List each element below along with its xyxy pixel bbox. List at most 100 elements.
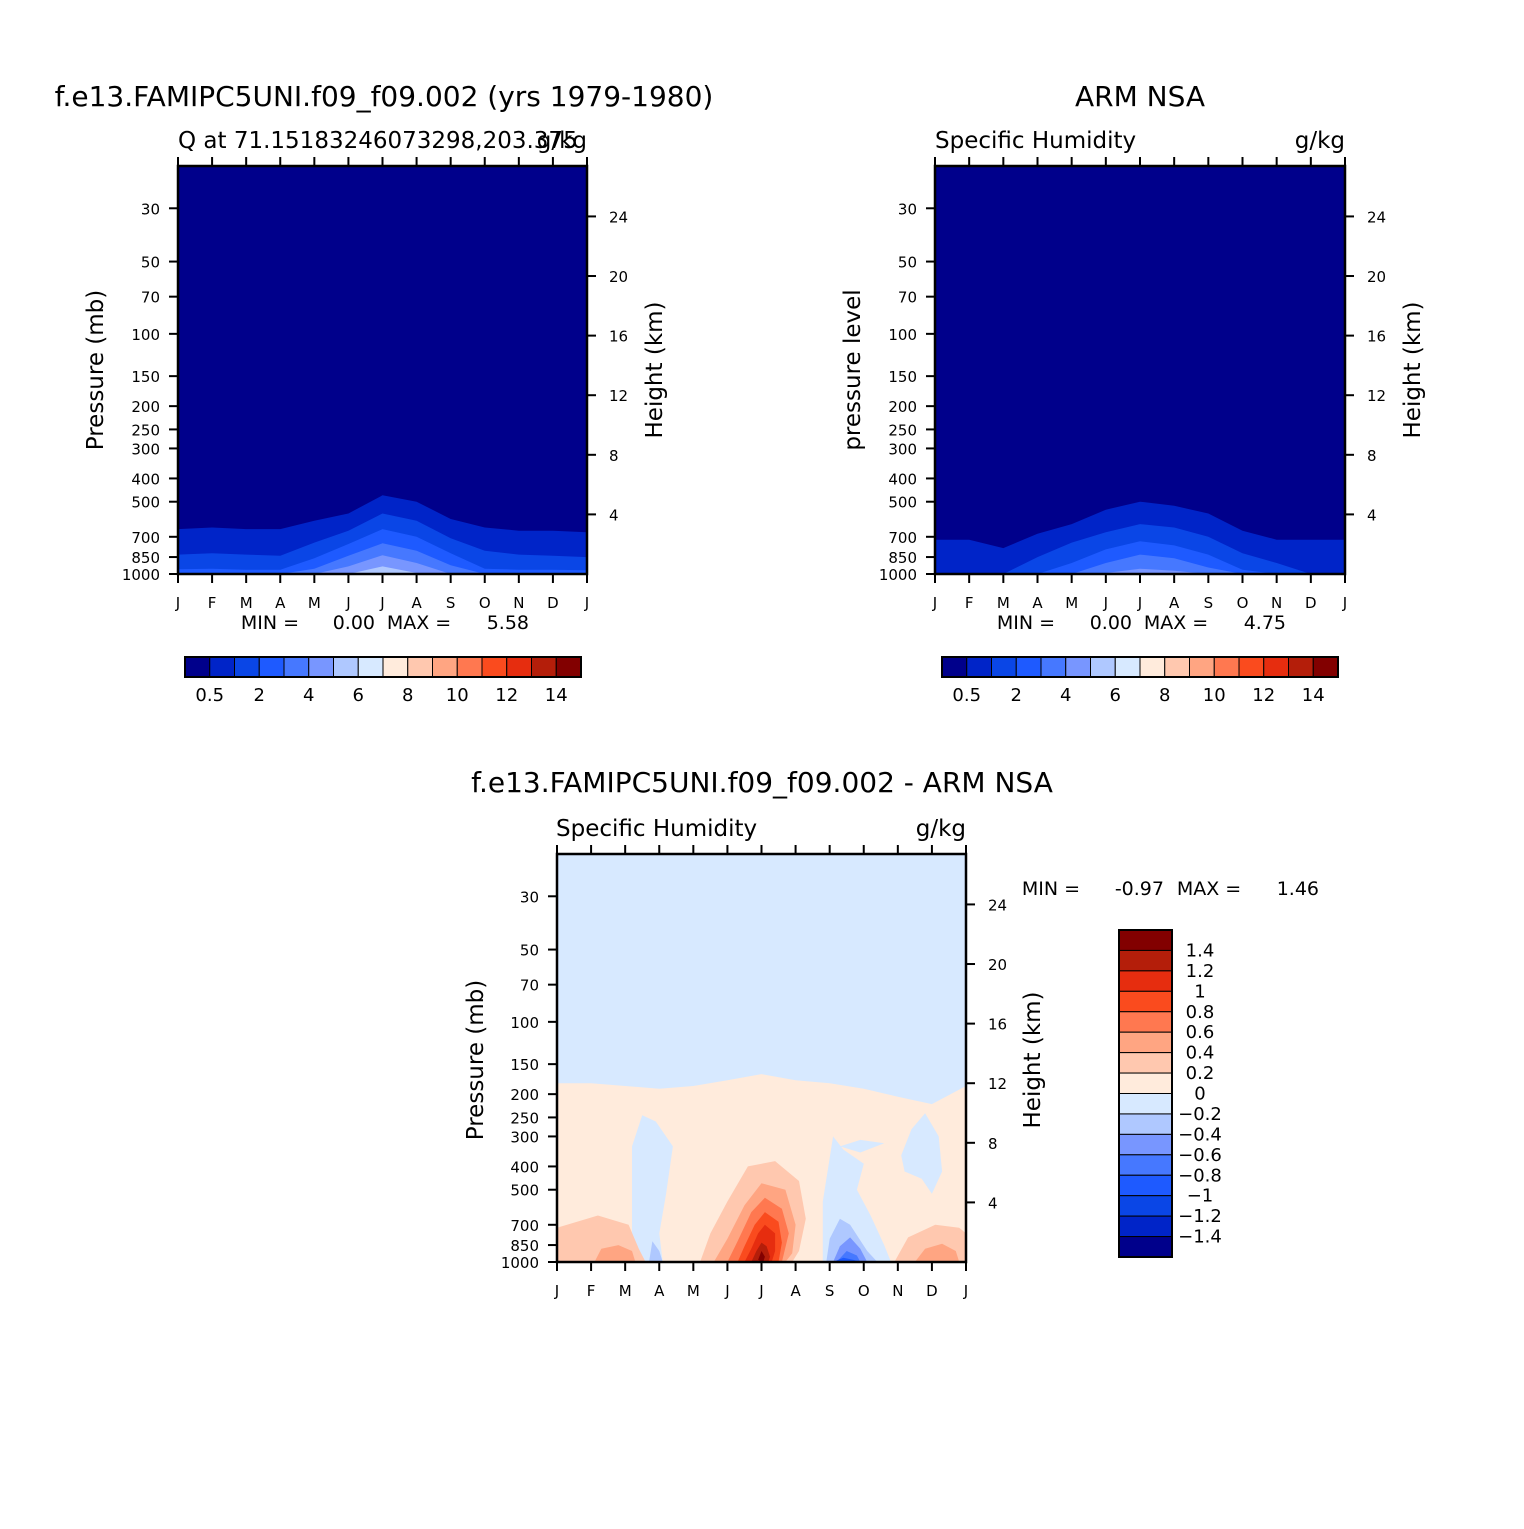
panel-obs-ytick-label: 400 xyxy=(888,470,917,488)
panel-diff-colorbar-label: 1.4 xyxy=(1186,940,1215,961)
panel-model-subtitle-right: g/kg xyxy=(537,128,587,154)
panel-obs-height-tick-label: 4 xyxy=(1367,506,1377,524)
panel-obs-subtitle-right: g/kg xyxy=(1295,128,1345,154)
panel-obs-height-tick-label: 8 xyxy=(1367,447,1377,465)
panel-diff-xtick-label: S xyxy=(825,1282,835,1300)
panel-obs-xtick-label: O xyxy=(1237,594,1249,612)
panel-diff-colorbar-label: −1 xyxy=(1187,1186,1214,1207)
panel-obs-height-tick-label: 20 xyxy=(1367,268,1386,286)
panel-diff-field-pos-jul-14 xyxy=(758,1251,765,1262)
panel-obs-ytick-label: 700 xyxy=(888,529,917,547)
panel-diff-colorbar: 1.41.210.80.60.40.20−0.2−0.4−0.6−0.8−1−1… xyxy=(1118,929,1222,1258)
panel-diff-ytick-label: 150 xyxy=(510,1056,539,1074)
panel-diff-height-tick-label: 12 xyxy=(988,1075,1007,1093)
panel-model-min-label: MIN = xyxy=(241,612,299,634)
panel-diff-xtick-label: A xyxy=(654,1282,665,1300)
panel-diff-xtick-label: D xyxy=(926,1282,938,1300)
panel-diff-ytick-label: 850 xyxy=(510,1237,539,1255)
panel-diff-xtick-label: N xyxy=(892,1282,903,1300)
panel-diff-field-neg-sep-06 xyxy=(833,1237,868,1262)
panel-diff-field-neg-plume-apr xyxy=(632,1115,673,1262)
panel-model-ytick-label: 30 xyxy=(141,200,160,218)
panel-diff-colorbar-box xyxy=(1118,1195,1173,1217)
panel-model-height-tick-label: 16 xyxy=(609,328,628,346)
panel-model-colorbar-box xyxy=(283,656,310,678)
panel-diff-ytick-label: 200 xyxy=(510,1086,539,1104)
panel-model-colorbar-label: 14 xyxy=(545,685,568,706)
panel-model-xtick-label: N xyxy=(513,594,524,612)
panel-diff-max-label: MAX = xyxy=(1177,878,1241,900)
panel-obs-ylabel: pressure level xyxy=(840,289,866,450)
panel-obs-ytick-label: 100 xyxy=(888,326,917,344)
panel-diff-colorbar-label: 1 xyxy=(1194,981,1205,1002)
panel-diff-colorbar-box xyxy=(1118,1113,1173,1135)
panel-model-max-value: 5.58 xyxy=(487,612,529,634)
panel-model-colorbar-label: 2 xyxy=(254,685,265,706)
panel-obs-colorbar-box xyxy=(1288,656,1314,678)
panel-diff-colorbar-box xyxy=(1118,1215,1173,1238)
panel-diff-colorbar-label: 1.2 xyxy=(1186,961,1215,982)
panel-model-colorbar-box xyxy=(555,656,582,678)
panel-model-height-tick-label: 24 xyxy=(609,208,628,226)
panel-model-colorbar-box xyxy=(184,656,211,678)
panel-model-colorbar-label: 8 xyxy=(402,685,413,706)
panel-diff-ylabel-right: Height (km) xyxy=(1020,991,1046,1128)
panel-obs-xtick-label: J xyxy=(1137,594,1142,612)
panel-obs-colorbar-box xyxy=(1263,656,1289,678)
panel-model-ytick-label: 100 xyxy=(131,326,160,344)
panel-obs-ylabel-right: Height (km) xyxy=(1400,301,1426,438)
panel-diff-ylabel: Pressure (mb) xyxy=(463,980,489,1140)
panel-diff-colorbar-box xyxy=(1118,1154,1173,1176)
panel-obs-xtick-label: N xyxy=(1271,594,1282,612)
panel-model-ytick-label: 500 xyxy=(131,494,160,512)
panel-model-colorbar-box xyxy=(506,656,532,678)
panel-model-ytick-label: 70 xyxy=(141,289,160,307)
panel-diff-colorbar-label: 0.8 xyxy=(1186,1002,1215,1023)
panel-diff-height-tick-label: 24 xyxy=(988,896,1007,914)
panel-diff-height-tick-label: 20 xyxy=(988,956,1007,974)
panel-model-xtick-label: A xyxy=(411,594,422,612)
panel-diff-field-neg-apr-low xyxy=(649,1241,663,1262)
panel-diff-colorbar-box xyxy=(1118,949,1173,972)
panel-obs-colorbar-box xyxy=(1139,656,1166,678)
panel-diff-colorbar-label: 0 xyxy=(1194,1084,1205,1105)
panel-obs-ytick-label: 150 xyxy=(888,368,917,386)
panel-diff-xtick-label: O xyxy=(858,1282,870,1300)
panel-obs-xtick-label: A xyxy=(1169,594,1180,612)
panel-diff-colorbar-label: −0.6 xyxy=(1178,1145,1222,1166)
panel-diff-colorbar-label: −0.4 xyxy=(1178,1124,1222,1145)
panel-obs-colorbar-box xyxy=(1114,656,1141,678)
panel-obs-ytick-label: 850 xyxy=(888,549,917,567)
panel-model-xtick-label: J xyxy=(584,594,589,612)
panel-obs-height-tick-label: 24 xyxy=(1367,208,1386,226)
panel-model-colorbar-box xyxy=(258,656,285,678)
panel-diff-height-tick-label: 4 xyxy=(988,1194,998,1212)
panel-diff-colorbar-label: −0.8 xyxy=(1178,1165,1222,1186)
panel-model-colorbar-box xyxy=(432,656,458,678)
panel-diff-colorbar-label: 0.6 xyxy=(1186,1022,1215,1043)
panel-diff-xtick-label: M xyxy=(687,1282,700,1300)
panel-model-colorbar-box xyxy=(333,656,359,678)
panel-diff-colorbar-box xyxy=(1118,1052,1173,1074)
panel-obs-title: ARM NSA xyxy=(1075,80,1205,113)
panel-diff-colorbar-label: −0.2 xyxy=(1178,1104,1222,1125)
panel-obs-ytick-label: 300 xyxy=(888,440,917,458)
panel-diff-ytick-label: 100 xyxy=(510,1014,539,1032)
panel-model-subtitle-left: Q at 71.15183246073298,203.375 xyxy=(178,128,578,154)
panel-obs-colorbar-box xyxy=(1312,656,1339,678)
panel-diff-xtick-label: J xyxy=(963,1282,968,1300)
panel-obs-colorbar-label: 8 xyxy=(1159,685,1170,706)
panel-diff-xtick-label: A xyxy=(790,1282,801,1300)
panel-model-ytick-label: 850 xyxy=(131,549,160,567)
panel-obs-colorbar-box xyxy=(1040,656,1067,678)
panel-model-xtick-label: M xyxy=(308,594,321,612)
panel-model-xtick-label: J xyxy=(345,594,350,612)
panel-obs-ytick-label: 70 xyxy=(898,289,917,307)
panel-model-xtick-label: F xyxy=(208,594,217,612)
panel-obs-ytick-label: 50 xyxy=(898,254,917,272)
panel-model-colorbar-box xyxy=(234,656,260,678)
